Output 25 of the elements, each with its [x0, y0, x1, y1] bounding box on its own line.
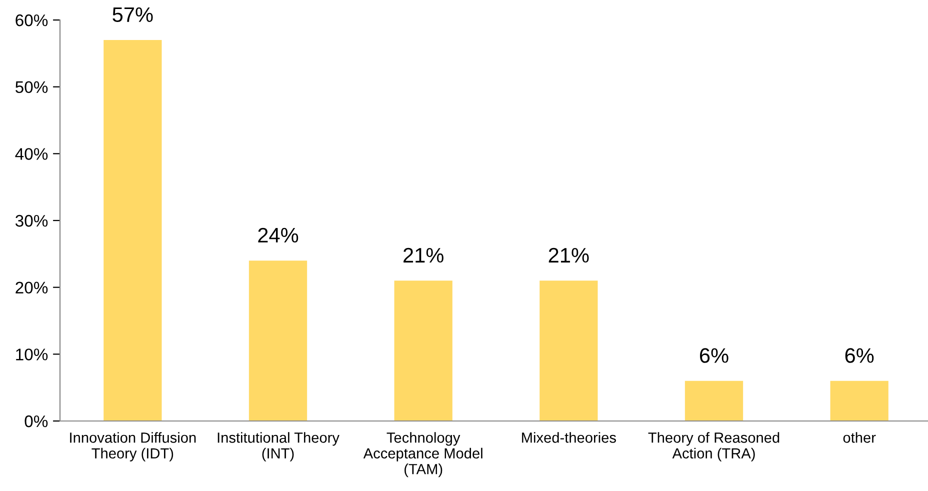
x-tick-label: Theory of Reasoned Action (TRA): [648, 432, 780, 462]
bar: [684, 380, 744, 421]
y-tick-label: 50%: [16, 81, 48, 94]
x-tick-label: other: [843, 432, 876, 443]
bar: [394, 280, 452, 421]
y-tick-label: 0%: [24, 415, 48, 428]
data-label: 21%: [404, 248, 444, 263]
data-label: 24%: [258, 228, 298, 243]
data-label: 57%: [112, 7, 153, 22]
bar: [248, 260, 308, 421]
y-tick-label: 30%: [15, 214, 48, 227]
x-tick-label: Technology Acceptance Model (TAM): [363, 432, 482, 478]
x-tick-label: Institutional Theory (INT): [218, 432, 340, 462]
bar: [830, 380, 888, 421]
y-tick-label: 20%: [16, 282, 48, 294]
y-tick-label: 10%: [16, 348, 48, 360]
bar: [540, 280, 598, 421]
y-tick-label: 60%: [16, 14, 48, 26]
x-tick-label: Innovation Diffusion Theory (IDT): [70, 432, 196, 462]
data-label: 6%: [700, 348, 728, 363]
data-label: 21%: [548, 248, 589, 263]
x-tick-label: Mixed-theories: [522, 432, 616, 443]
y-tick-label: 40%: [15, 148, 48, 160]
bar: [104, 40, 162, 421]
data-label: 6%: [845, 348, 874, 363]
